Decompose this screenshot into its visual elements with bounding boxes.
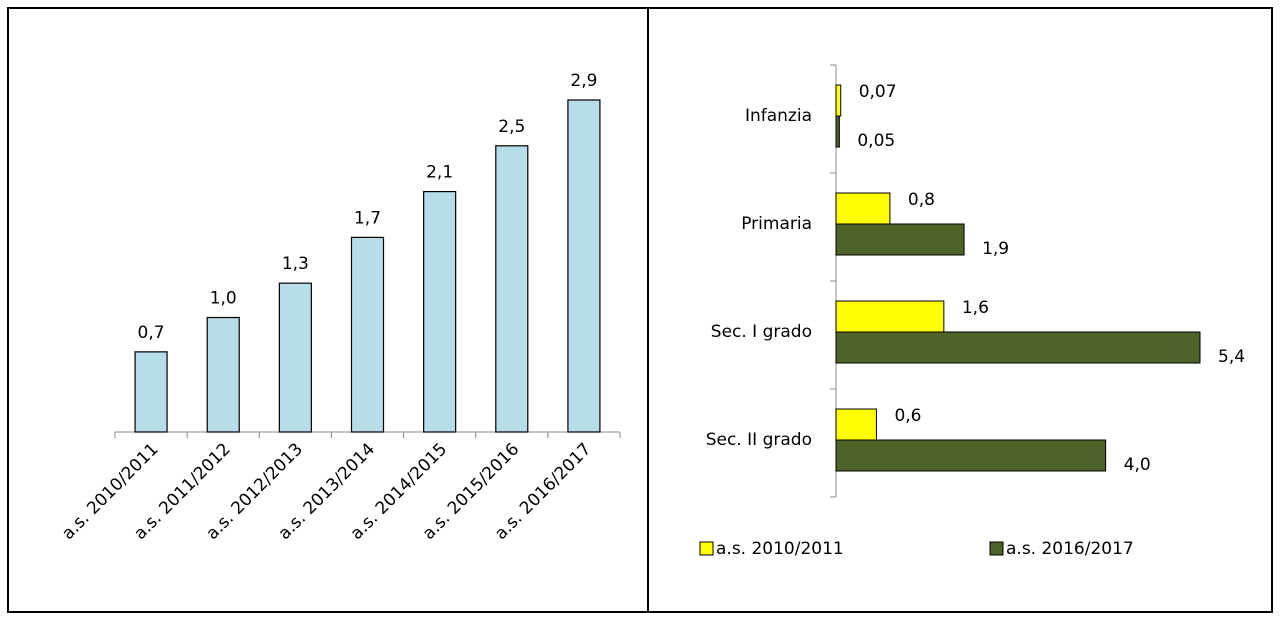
value-label: 0,7 — [138, 323, 165, 343]
legend-swatch — [989, 541, 1004, 556]
bar — [278, 282, 312, 433]
legend-swatch — [699, 541, 714, 556]
bar — [350, 236, 385, 433]
bar — [835, 115, 840, 148]
value-label: 5,4 — [1218, 347, 1245, 367]
value-label: 1,0 — [210, 289, 237, 309]
value-label: 0,8 — [908, 190, 935, 210]
value-label: 0,05 — [857, 131, 895, 151]
value-label: 0,6 — [894, 406, 921, 426]
bar — [835, 439, 1107, 472]
value-label: 1,9 — [982, 239, 1009, 259]
bar — [835, 223, 965, 256]
frame — [7, 7, 1273, 613]
y-tick-label: Infanzia — [745, 106, 812, 126]
bar — [835, 192, 891, 225]
bar — [134, 351, 168, 433]
y-tick-label: Sec. II grado — [706, 430, 812, 450]
value-label: 1,7 — [354, 208, 381, 228]
bar — [835, 84, 842, 117]
y-tick-label: Sec. I grado — [711, 322, 812, 342]
legend-label: a.s. 2016/2017 — [1006, 539, 1134, 559]
y-tick-label: Primaria — [741, 214, 812, 234]
bar — [206, 316, 240, 433]
legend-label: a.s. 2010/2011 — [716, 539, 844, 559]
bar — [495, 145, 529, 433]
value-label: 2,5 — [498, 117, 525, 137]
value-label: 1,6 — [962, 298, 989, 318]
bar — [567, 99, 601, 433]
bar — [835, 300, 945, 333]
value-label: 1,3 — [282, 254, 309, 274]
value-label: 2,9 — [570, 71, 597, 91]
value-label: 4,0 — [1124, 455, 1151, 475]
value-label: 0,07 — [859, 82, 897, 102]
bar — [835, 408, 877, 441]
bar — [423, 190, 457, 433]
bar — [835, 331, 1201, 364]
value-label: 2,1 — [426, 163, 453, 183]
